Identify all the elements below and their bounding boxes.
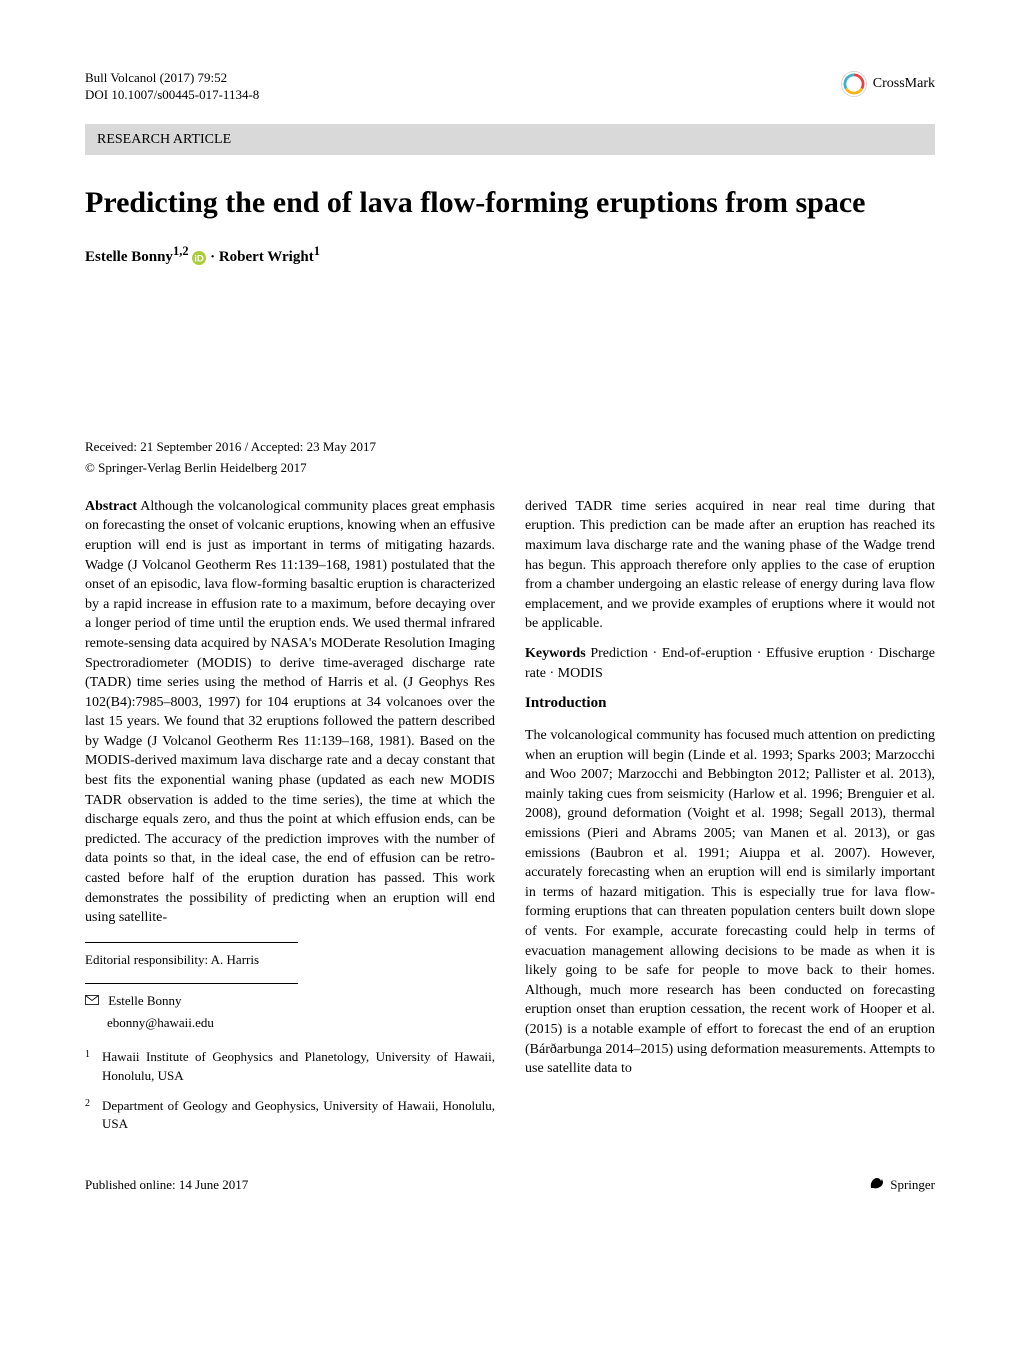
abstract-text-right: derived TADR time series acquired in nea… — [525, 497, 935, 634]
springer-horse-icon — [868, 1173, 886, 1196]
svg-text:iD: iD — [195, 253, 205, 264]
page-footer: Published online: 14 June 2017 Springer — [85, 1173, 935, 1196]
envelope-icon — [85, 992, 99, 1010]
keywords-label: Keywords — [525, 646, 586, 661]
affiliation-2: 2 Department of Geology and Geophysics, … — [85, 1097, 495, 1133]
left-column: Abstract Although the volcanological com… — [85, 497, 495, 1133]
two-column-body: Abstract Although the volcanological com… — [85, 497, 935, 1133]
article-type: RESEARCH ARTICLE — [85, 124, 935, 156]
author-separator: · — [210, 249, 219, 265]
affil-1-number: 1 — [85, 1048, 90, 1084]
crossmark-badge[interactable]: CrossMark — [840, 70, 935, 98]
copyright: © Springer-Verlag Berlin Heidelberg 2017 — [85, 459, 935, 477]
page-header: Bull Volcanol (2017) 79:52 DOI 10.1007/s… — [85, 70, 935, 104]
keywords-paragraph: Keywords Prediction · End-of-eruption · … — [525, 644, 935, 683]
introduction-text: The volcanological community has focused… — [525, 726, 935, 1079]
orcid-icon[interactable]: iD — [192, 251, 206, 265]
journal-citation: Bull Volcanol (2017) 79:52 — [85, 70, 259, 87]
doi: DOI 10.1007/s00445-017-1134-8 — [85, 87, 259, 104]
affiliation-1: 1 Hawaii Institute of Geophysics and Pla… — [85, 1048, 495, 1084]
author-1-affil-sup: 1,2 — [173, 244, 189, 258]
editorial-responsibility: Editorial responsibility: A. Harris — [85, 951, 495, 969]
crossmark-label: CrossMark — [873, 74, 935, 94]
introduction-heading: Introduction — [525, 693, 935, 714]
article-dates: Received: 21 September 2016 / Accepted: … — [85, 438, 935, 456]
abstract-label: Abstract — [85, 499, 137, 514]
corresponding-author: Estelle Bonny — [85, 992, 495, 1010]
article-title: Predicting the end of lava flow-forming … — [85, 185, 935, 221]
right-column: derived TADR time series acquired in nea… — [525, 497, 935, 1133]
published-online: Published online: 14 June 2017 — [85, 1176, 248, 1194]
keywords-text: Prediction · End-of-eruption · Effusive … — [525, 646, 935, 681]
affil-2-text: Department of Geology and Geophysics, Un… — [102, 1097, 495, 1133]
affil-2-number: 2 — [85, 1097, 90, 1133]
author-2-affil-sup: 1 — [314, 244, 320, 258]
springer-label: Springer — [890, 1176, 935, 1194]
corr-author-email[interactable]: ebonny@hawaii.edu — [107, 1014, 495, 1032]
author-2: Robert Wright — [219, 249, 314, 265]
affil-1-text: Hawaii Institute of Geophysics and Plane… — [102, 1048, 495, 1084]
footnote-divider-2 — [85, 983, 298, 984]
author-1: Estelle Bonny — [85, 249, 173, 265]
corr-author-name: Estelle Bonny — [108, 993, 181, 1008]
crossmark-icon — [840, 70, 868, 98]
footnote-divider — [85, 942, 298, 943]
springer-logo: Springer — [868, 1173, 935, 1196]
journal-info: Bull Volcanol (2017) 79:52 DOI 10.1007/s… — [85, 70, 259, 104]
authors: Estelle Bonny1,2 iD · Robert Wright1 — [85, 243, 935, 268]
abstract-text-left: Although the volcanological community pl… — [85, 499, 495, 925]
abstract-paragraph: Abstract Although the volcanological com… — [85, 497, 495, 928]
